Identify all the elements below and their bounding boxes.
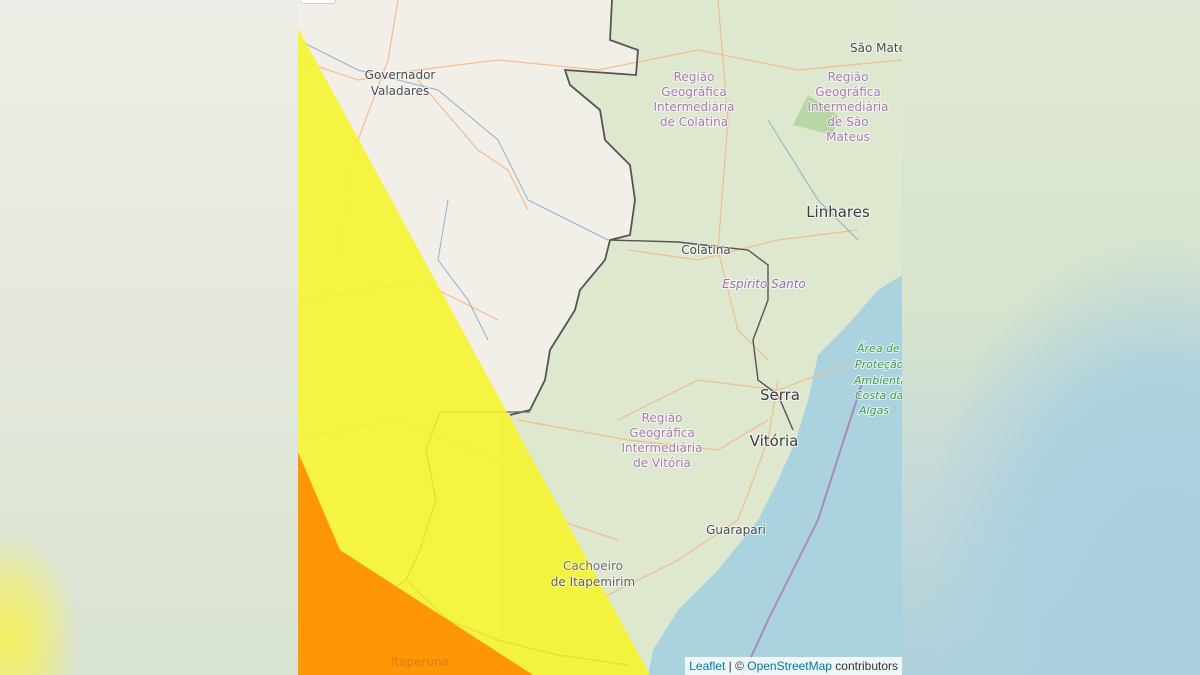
svg-text:Geográfica: Geográfica	[815, 85, 880, 99]
svg-text:de São: de São	[827, 115, 868, 129]
city-label: de Itapemirim	[551, 575, 635, 589]
svg-text:Região: Região	[828, 70, 869, 84]
city-label: Itaperuna	[391, 655, 449, 669]
osm-link[interactable]: OpenStreetMap	[747, 659, 832, 673]
svg-text:Ambiental: Ambiental	[853, 374, 902, 387]
green-park-area	[793, 95, 838, 135]
protected-area-label: Área de Proteção Ambiental Costa das Alg…	[852, 341, 902, 418]
svg-text:Geográfica: Geográfica	[661, 85, 726, 99]
state-label: Espírito Santo	[722, 277, 806, 291]
yellow-alert-area[interactable]	[298, 28, 650, 675]
svg-text:Intermediária: Intermediária	[654, 100, 735, 114]
city-label: Serra	[760, 386, 800, 404]
svg-text:Área de: Área de	[856, 342, 900, 355]
city-label: Governador	[365, 68, 436, 82]
city-label: Valadares	[371, 84, 430, 98]
region-label-sao-mateus: Região Geográfica Intermediária de São M…	[807, 69, 890, 145]
svg-text:de Colatina: de Colatina	[660, 115, 728, 129]
svg-text:Região: Região	[642, 411, 683, 425]
svg-text:Intermediária: Intermediária	[622, 441, 703, 455]
city-label: Colatina	[681, 243, 730, 257]
svg-text:Costa das: Costa das	[855, 389, 902, 402]
region-label-vitoria: Região Geográfica Intermediária de Vitór…	[621, 410, 704, 471]
city-label: Guarapari	[706, 523, 766, 537]
svg-text:Geográfica: Geográfica	[629, 426, 694, 440]
city-label: Vitória	[750, 432, 799, 450]
leaflet-map[interactable]: Governador Valadares Região Geográfica I…	[298, 0, 902, 675]
svg-text:de Vitória: de Vitória	[633, 456, 691, 470]
svg-text:Proteção: Proteção	[855, 358, 902, 371]
city-label: Cachoeiro	[563, 559, 623, 573]
espirito-santo-land	[498, 0, 902, 675]
svg-text:Região: Região	[674, 70, 715, 84]
zoom-control[interactable]	[300, 0, 336, 4]
svg-text:Mateus: Mateus	[826, 130, 870, 144]
attribution-suffix: contributors	[831, 659, 898, 673]
map-canvas: Governador Valadares Região Geográfica I…	[298, 0, 902, 675]
city-label: São Mate	[850, 41, 902, 55]
svg-text:Intermediária: Intermediária	[808, 100, 889, 114]
orange-alert-area[interactable]	[298, 452, 533, 675]
state-border	[609, 239, 794, 431]
state-border	[509, 0, 639, 416]
region-label-colatina: Região Geográfica Intermediária de Colat…	[653, 69, 736, 130]
blurred-background-left	[0, 0, 298, 675]
rivers	[298, 39, 859, 341]
blurred-background-right	[902, 0, 1200, 675]
svg-text:Algas: Algas	[858, 404, 889, 417]
city-label: Linhares	[806, 203, 870, 221]
map-attribution: Leaflet | © OpenStreetMap contributors	[685, 657, 902, 675]
sea	[648, 275, 902, 675]
sea-boundary-line	[742, 379, 864, 675]
leaflet-link[interactable]: Leaflet	[689, 659, 726, 673]
attribution-separator: | ©	[725, 659, 748, 673]
